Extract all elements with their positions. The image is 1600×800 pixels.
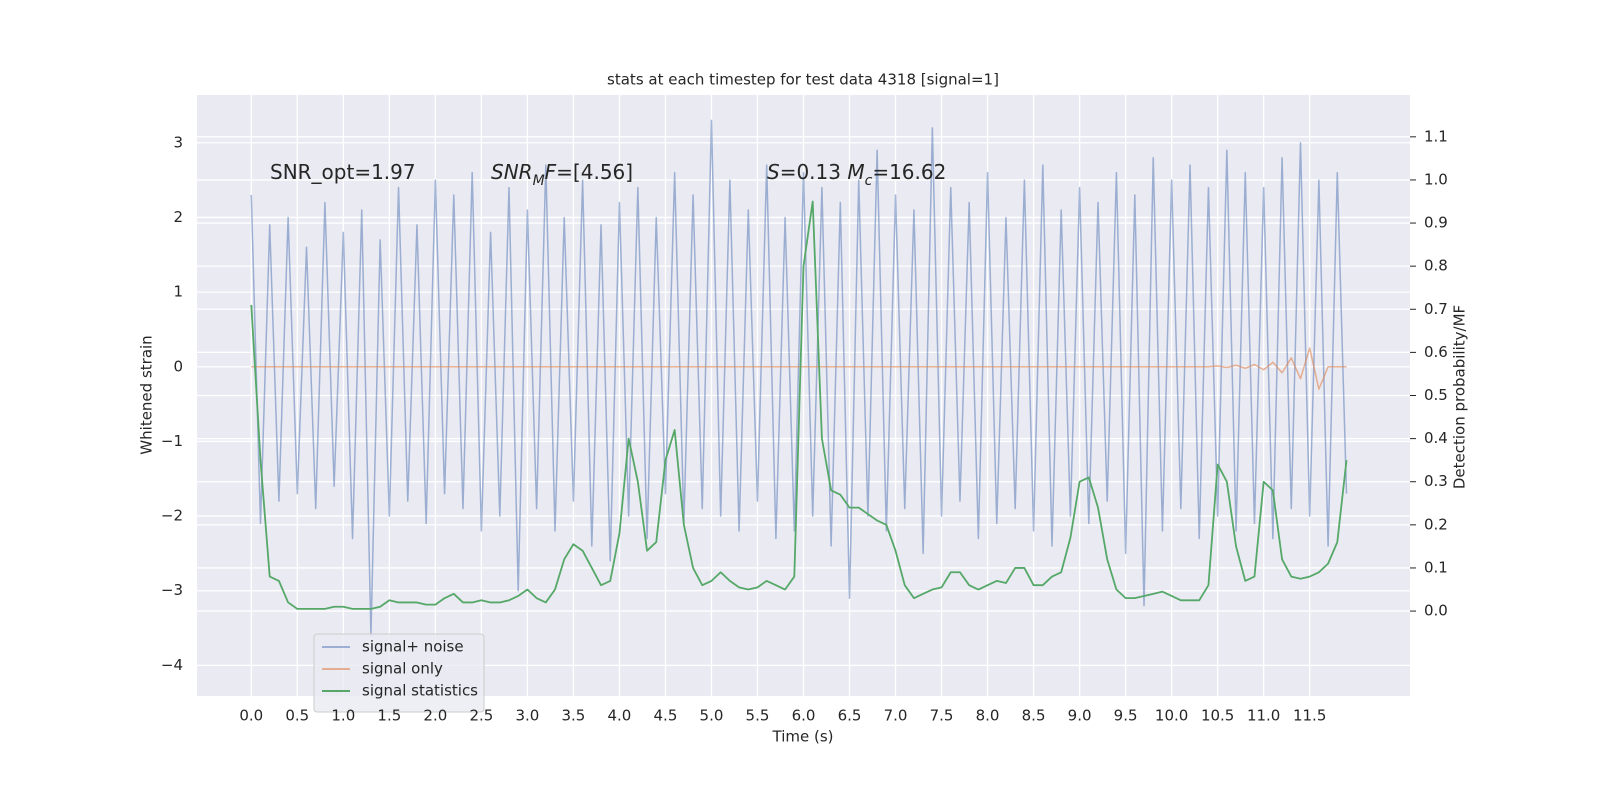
y-tick-label: −4 [161, 656, 183, 674]
x-tick-label: 8.5 [1022, 707, 1046, 725]
x-tick-label: 11.0 [1247, 707, 1280, 725]
annotation: SNRMF=[4.56] [491, 160, 633, 190]
x-tick-label: 5.5 [746, 707, 770, 725]
x-tick-label: 7.0 [884, 707, 908, 725]
y-axis-title: Whitened strain [138, 335, 156, 454]
annotation-part: c [865, 173, 873, 189]
chart-title: stats at each timestep for test data 431… [607, 71, 999, 89]
x-tick-label: 2.0 [423, 707, 447, 725]
x-tick-label: 11.5 [1293, 707, 1326, 725]
y-tick-label: 3 [173, 133, 183, 151]
annotation-part: =0.13 [780, 160, 848, 184]
annotation-part: S [767, 160, 780, 184]
legend-label: signal+ noise [362, 638, 464, 656]
series-line [250, 119, 1348, 637]
plot-lines [250, 119, 1348, 637]
y-tick-label: 2 [173, 208, 183, 226]
legend-box [313, 633, 485, 713]
annotation-part: M [847, 160, 864, 184]
y2-axis-title: Detection probability/MF [1451, 305, 1469, 489]
x-tick-label: 10.5 [1201, 707, 1234, 725]
x-tick-label: 6.0 [792, 707, 816, 725]
legend-label: signal only [362, 660, 443, 678]
x-tick-label: 4.0 [608, 707, 632, 725]
y2-tick-label: 0.2 [1424, 515, 1448, 533]
y-tick-label: −2 [161, 507, 183, 525]
x-tick-label: 0.5 [285, 707, 309, 725]
x-axis-title: Time (s) [772, 728, 834, 746]
annotation-part: SNR [491, 160, 533, 184]
y-tick-label: −3 [161, 581, 183, 599]
annotation-part: SNR_opt=1.97 [270, 160, 416, 184]
series-line [251, 347, 1347, 390]
annotation-part: M [533, 173, 545, 189]
x-tick-label: 10.0 [1155, 707, 1188, 725]
y-tick-label: 1 [173, 283, 183, 301]
legend: signal+ noise signal only signal statistic… [313, 633, 485, 713]
x-tick-label: 9.0 [1068, 707, 1092, 725]
y-tick-label: −1 [161, 432, 183, 450]
y2-tick-label: 0.1 [1424, 558, 1448, 576]
y2-tick-label: 0.6 [1424, 343, 1448, 361]
annotation-part: =16.62 [872, 160, 946, 184]
x-tick-label: 1.5 [377, 707, 401, 725]
annotation-part: F [545, 160, 557, 184]
x-tick-label: 8.0 [976, 707, 1000, 725]
y2-tick-label: 0.8 [1424, 257, 1448, 275]
x-tick-label: 0.0 [239, 707, 263, 725]
x-tick-label: 9.5 [1114, 707, 1138, 725]
series-line [250, 200, 1348, 610]
y2-tick-label: 0.3 [1424, 472, 1448, 490]
x-tick-label: 3.0 [515, 707, 539, 725]
y2-tick-label: 1.0 [1424, 170, 1448, 188]
y2-tick-label: 0.5 [1424, 386, 1448, 404]
x-tick-label: 2.5 [469, 707, 493, 725]
y2-tick-label: 0.9 [1424, 214, 1448, 232]
legend-label: signal statistics [362, 682, 478, 700]
annotation: S=0.13 Mc=16.62 [767, 160, 946, 190]
y-tick-label: 0 [173, 357, 183, 375]
y2-tick-label: 1.1 [1424, 127, 1448, 145]
annotations: SNR_opt=1.97 SNRMF=[4.56] S=0.13 Mc=16.62 [270, 160, 946, 190]
x-tick-label: 5.0 [700, 707, 724, 725]
x-tick-label: 4.5 [654, 707, 678, 725]
x-tick-label: 7.5 [930, 707, 954, 725]
annotation: SNR_opt=1.97 [270, 160, 416, 184]
x-tick-label: 3.5 [561, 707, 585, 725]
y2-tick-label: 0.0 [1424, 602, 1448, 620]
y2-tick-label: 0.4 [1424, 429, 1448, 447]
y2-tick-label: 0.7 [1424, 300, 1448, 318]
annotation-part: =[4.56] [556, 160, 633, 184]
x-tick-label: 6.5 [838, 707, 862, 725]
x-tick-label: 1.0 [331, 707, 355, 725]
